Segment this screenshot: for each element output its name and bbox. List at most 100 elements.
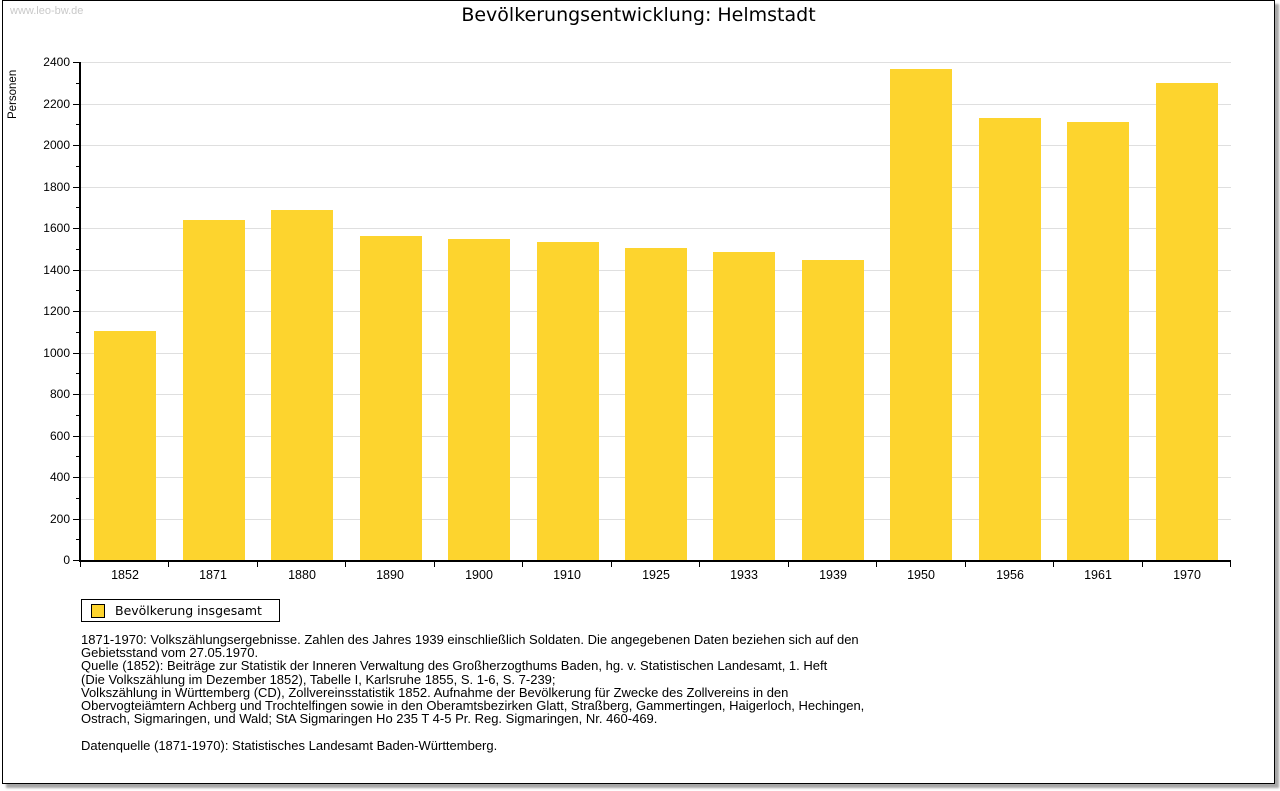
y-tick (76, 82, 79, 84)
x-tick (168, 562, 169, 567)
footer-datasource: Datenquelle (1871-1970): Statistisches L… (81, 738, 498, 754)
footer-note-line: Ostrach, Sigmaringen, und Wald; StA Sigm… (81, 711, 658, 727)
gridline (81, 62, 1231, 63)
bar (1156, 83, 1218, 560)
footer-note-line: 1871-1970: Volkszählungsergebnisse. Zahl… (81, 632, 859, 647)
x-tick-label: 1970 (1173, 568, 1201, 582)
x-tick-label: 1890 (376, 568, 404, 582)
x-tick (699, 562, 700, 567)
x-axis-line (79, 560, 1231, 562)
plot-area (81, 62, 1231, 560)
page-title: Bevölkerungsentwicklung: Helmstadt (461, 4, 816, 26)
bar (271, 210, 333, 560)
y-tick-label: 0 (63, 553, 70, 567)
y-tick-label: 2200 (43, 96, 70, 111)
x-tick (1230, 562, 1231, 567)
bar (360, 236, 422, 560)
footer-note-line: (Die Volkszählung im Dezember 1852), Tab… (81, 671, 556, 687)
gridline (81, 186, 1231, 188)
bar (183, 220, 245, 560)
footer-note-line: Gebietsstand vom 27.05.1970. (81, 645, 259, 661)
legend-swatch-icon (91, 603, 105, 618)
bar (625, 248, 687, 560)
y-tick (76, 290, 79, 292)
y-tick-label: 1800 (43, 179, 70, 194)
y-tick (76, 456, 79, 458)
x-tick (434, 562, 435, 567)
y-tick-label: 600 (49, 428, 70, 443)
x-tick (522, 562, 523, 567)
y-tick-label: 2000 (43, 138, 70, 152)
bar (537, 242, 599, 560)
gridline (81, 103, 1231, 105)
legend: Bevölkerung insgesamt (81, 599, 280, 622)
footer-note-line: Quelle (1852): Beiträge zur Statistik de… (81, 658, 828, 674)
y-tick (76, 165, 79, 167)
legend-label: Bevölkerung insgesamt (115, 603, 262, 618)
y-tick (76, 414, 79, 416)
x-tick (965, 562, 966, 567)
y-tick (76, 373, 79, 375)
x-tick-label: 1852 (111, 568, 139, 582)
x-tick (1053, 562, 1054, 567)
x-tick (257, 562, 258, 567)
x-tick-label: 1956 (996, 568, 1024, 582)
x-tick (1142, 562, 1143, 567)
y-tick-label: 1600 (43, 221, 70, 235)
bar (890, 69, 952, 560)
y-tick (73, 145, 79, 146)
y-tick (73, 518, 79, 520)
x-tick-label: 1950 (907, 568, 935, 582)
x-tick-label: 1933 (730, 568, 758, 582)
y-tick (73, 394, 79, 395)
y-tick (76, 124, 79, 126)
bar (802, 260, 864, 560)
gridline (81, 145, 1231, 146)
y-tick-label: 1200 (43, 304, 70, 318)
y-tick-label: 200 (49, 511, 70, 526)
x-tick (788, 562, 789, 567)
x-tick-label: 1871 (199, 568, 227, 582)
y-tick (73, 560, 79, 561)
y-tick (73, 62, 79, 63)
footer-note-line: Obervogteiämtern Achberg und Trochtelfin… (81, 697, 865, 713)
y-tick (73, 352, 79, 354)
x-tick (876, 562, 877, 567)
gridline (81, 228, 1231, 229)
x-tick (345, 562, 346, 567)
y-tick (73, 103, 79, 105)
y-axis-line (79, 62, 81, 562)
x-tick (611, 562, 612, 567)
y-tick-label: 1400 (43, 262, 70, 277)
bar (713, 252, 775, 560)
x-tick (80, 562, 81, 567)
y-tick-label: 400 (49, 470, 70, 484)
watermark-text: www.leo-bw.de (10, 5, 84, 17)
bar (1067, 122, 1129, 560)
y-tick-label: 1000 (43, 345, 70, 360)
x-tick-label: 1961 (1084, 568, 1112, 582)
footer-notes: 1871-1970: Volkszählungsergebnisse. Zahl… (81, 633, 864, 753)
y-tick (76, 248, 79, 250)
x-tick-label: 1880 (288, 568, 316, 582)
y-tick (73, 269, 79, 271)
x-tick-label: 1939 (819, 568, 847, 582)
bar (448, 239, 510, 560)
y-tick (76, 539, 79, 541)
y-tick-label: 2400 (43, 55, 70, 69)
y-tick (73, 311, 79, 312)
y-tick-label: 800 (49, 387, 70, 401)
x-tick-label: 1900 (465, 568, 493, 582)
bar (979, 118, 1041, 560)
y-tick (76, 207, 79, 209)
y-tick (73, 435, 79, 437)
y-tick (73, 477, 79, 478)
y-tick (76, 497, 79, 499)
bar-chart: Personen 0 200 400 600 800 1000 1200 1400 1600 18… (3, 1, 1274, 631)
footer-note-line: Volkszählung in Württemberg (CD), Zollve… (81, 684, 789, 700)
y-tick (73, 186, 79, 188)
y-tick (73, 228, 79, 229)
x-tick-label: 1910 (553, 568, 581, 582)
y-tick (76, 331, 79, 333)
